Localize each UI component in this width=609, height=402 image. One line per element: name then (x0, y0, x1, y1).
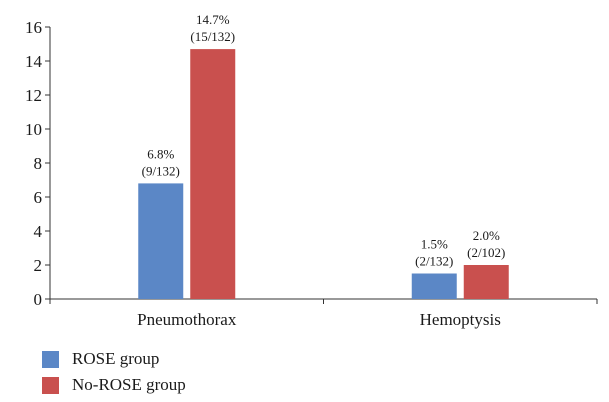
data-label: (2/102) (467, 245, 505, 260)
y-tick-label: 4 (34, 222, 43, 241)
x-category-label: Hemoptysis (420, 310, 501, 329)
data-label: 6.8% (147, 146, 174, 161)
data-label: (2/132) (415, 254, 453, 269)
data-label: (15/132) (190, 29, 235, 44)
data-label: 14.7% (196, 12, 230, 27)
legend-swatch-no-rose (42, 376, 59, 394)
y-tick-label: 16 (25, 18, 42, 37)
bar-chart: 0 2 4 6 8 10 12 14 16 6.8% (9/132) 14.7% (15/132) Pne… (25, 12, 598, 329)
y-tick-label: 6 (34, 188, 43, 207)
legend-swatch-rose (42, 350, 59, 368)
data-label: (9/132) (142, 163, 180, 178)
y-tick-label: 12 (25, 86, 42, 105)
data-label: 2.0% (473, 228, 500, 243)
legend-label-no-rose: No-ROSE group (72, 375, 186, 394)
legend: ROSE group No-ROSE group (42, 346, 186, 398)
data-label: 1.5% (421, 237, 448, 252)
legend-item-rose: ROSE group (42, 346, 186, 372)
y-tick-label: 10 (25, 120, 42, 139)
bar (463, 265, 509, 299)
y-tick-label: 8 (34, 154, 43, 173)
legend-item-no-rose: No-ROSE group (42, 372, 186, 398)
bar (190, 49, 236, 299)
y-tick-label: 14 (25, 52, 43, 71)
bar (411, 273, 457, 299)
y-tick-label: 0 (34, 290, 43, 309)
legend-label-rose: ROSE group (72, 349, 160, 368)
x-category-label: Pneumothorax (137, 310, 237, 329)
y-tick-label: 2 (34, 256, 43, 275)
bar (138, 183, 184, 299)
